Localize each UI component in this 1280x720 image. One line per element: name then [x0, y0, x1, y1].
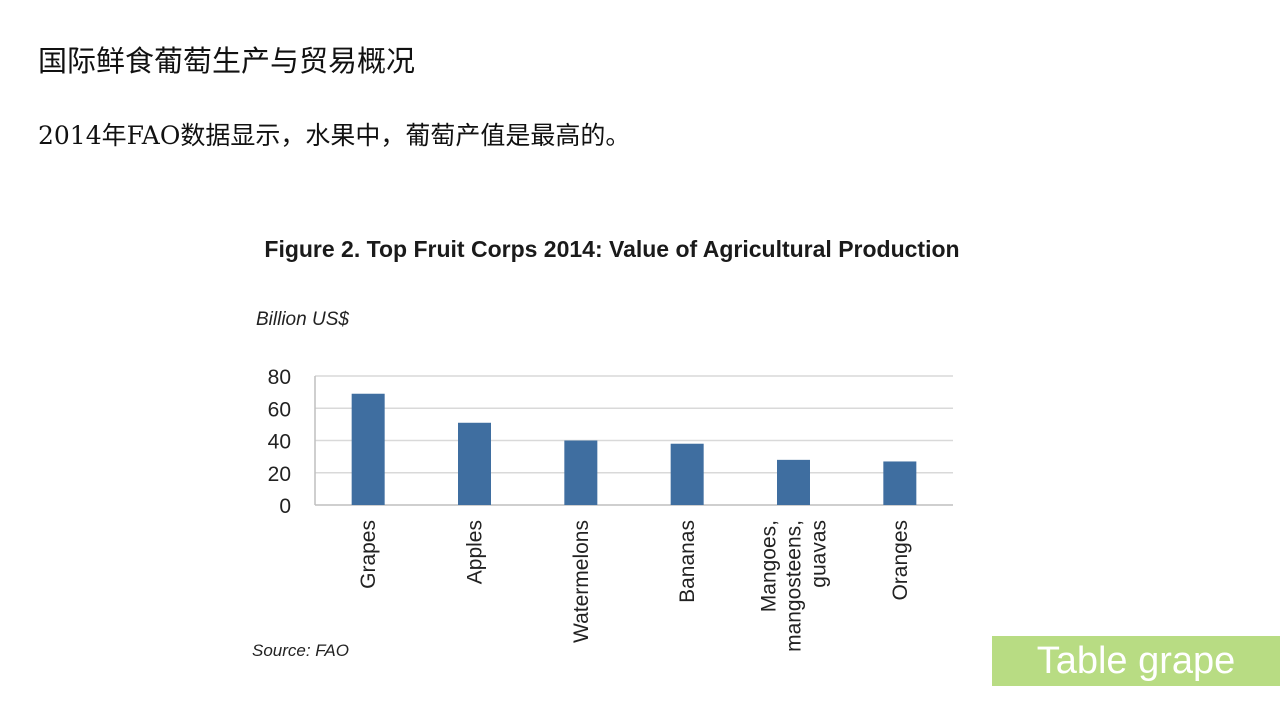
source-note: Source: FAO — [252, 641, 349, 660]
bar — [351, 393, 385, 505]
bar — [883, 461, 917, 505]
x-category-label: Grapes — [357, 520, 380, 589]
bar — [458, 422, 491, 505]
x-category-label: Apples — [464, 520, 487, 584]
slide-subtitle: 2014年FAO数据显示，水果中，葡萄产值是最高的。 — [38, 121, 631, 150]
chart-title: Figure 2. Top Fruit Corps 2014: Value of… — [264, 236, 959, 262]
y-tick-label: 40 — [268, 431, 291, 454]
x-category-label: Watermelons — [570, 520, 593, 643]
x-category-label: mangosteens, — [783, 520, 806, 652]
slide-title: 国际鲜食葡萄生产与贸易概况 — [38, 44, 416, 78]
x-category-label: Mangoes, — [758, 520, 781, 612]
bar — [777, 459, 810, 505]
y-tick-label: 80 — [268, 366, 291, 389]
x-category-label: guavas — [808, 520, 831, 588]
y-tick-label: 0 — [279, 495, 291, 518]
y-axis-ticks: 0 20 40 60 80 — [268, 366, 291, 518]
table-grape-tag: Table grape — [992, 636, 1280, 686]
y-tick-label: 20 — [268, 463, 291, 486]
x-category-label: Bananas — [676, 520, 699, 603]
gridlines — [314, 375, 953, 506]
x-axis-category-labels: Grapes Apples Watermelons Bananas Mangoes, ma… — [357, 520, 912, 652]
y-tick-label: 60 — [268, 398, 291, 421]
bar — [564, 440, 598, 505]
y-axis-unit-label: Billion US$ — [256, 309, 349, 330]
x-category-label: Oranges — [889, 520, 912, 601]
bar — [670, 443, 704, 505]
bars — [351, 393, 917, 505]
